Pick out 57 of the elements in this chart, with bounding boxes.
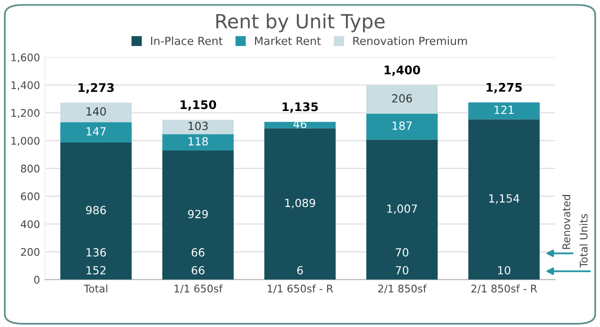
y-tick-label: 800 — [20, 164, 40, 173]
y-tick-label: 0 — [34, 276, 40, 284]
y-tick-label: 1,400 — [11, 81, 40, 90]
data-label: 1,007 — [387, 204, 417, 214]
total-label: 1,275 — [486, 82, 522, 94]
annotation: 6 — [297, 266, 303, 274]
data-label: 1,154 — [489, 194, 520, 204]
data-label: 986 — [86, 206, 106, 214]
annotation: 136 — [86, 248, 106, 257]
x-tick-label: 1/1 650sf - R — [268, 284, 334, 294]
data-label: 206 — [392, 94, 412, 103]
text: Total Units — [580, 214, 588, 268]
data-label: 103 — [188, 122, 208, 130]
annotation: 152 — [86, 266, 106, 274]
bar — [60, 122, 132, 143]
bar — [60, 142, 132, 280]
legend-label: Market Rent — [255, 36, 321, 46]
bar — [162, 150, 234, 280]
x-tick-label: 1/1 650sf — [174, 284, 223, 294]
bar — [264, 128, 336, 280]
bar — [468, 119, 540, 280]
bar — [60, 102, 132, 122]
y-tick-label: 1,600 — [11, 53, 40, 62]
x-tick-label: Total — [84, 284, 108, 293]
total-label: 1,150 — [180, 100, 216, 111]
text: Renovated — [562, 195, 570, 249]
bar — [162, 120, 234, 134]
y-tick-label: 600 — [20, 192, 40, 200]
annotation: 66 — [192, 248, 204, 257]
bar — [468, 102, 540, 120]
annotation: 70 — [396, 266, 408, 274]
data-label: 187 — [392, 121, 412, 130]
total-label: 1,135 — [282, 102, 318, 113]
data-label: 118 — [188, 137, 208, 146]
bar — [366, 114, 438, 140]
legend-label: In-Place Rent — [151, 36, 223, 46]
data-label: 929 — [188, 210, 208, 218]
y-tick-label: 1,200 — [11, 109, 40, 118]
annotation: 10 — [498, 266, 510, 274]
legend-label: Renovation Premium — [353, 36, 467, 46]
y-tick-label: 400 — [20, 220, 40, 228]
total-label: 1,273 — [78, 83, 114, 94]
bar — [366, 85, 438, 114]
x-tick-label: 2/1 850sf - R — [471, 284, 538, 294]
total-label: 1,400 — [384, 65, 420, 76]
data-label: 121 — [494, 106, 514, 114]
chart-title: Rent by Unit Type — [216, 13, 385, 32]
y-tick-label: 200 — [21, 248, 40, 256]
annotation: 66 — [192, 266, 204, 274]
bar — [366, 140, 438, 280]
bar — [162, 134, 234, 150]
data-label: 147 — [86, 127, 106, 136]
y-tick-label: 1,000 — [11, 136, 40, 146]
data-label: 1,089 — [285, 198, 316, 208]
annotation: 70 — [396, 248, 408, 257]
data-label: 140 — [86, 107, 106, 116]
x-tick-label: 2/1 850sf — [378, 284, 427, 294]
